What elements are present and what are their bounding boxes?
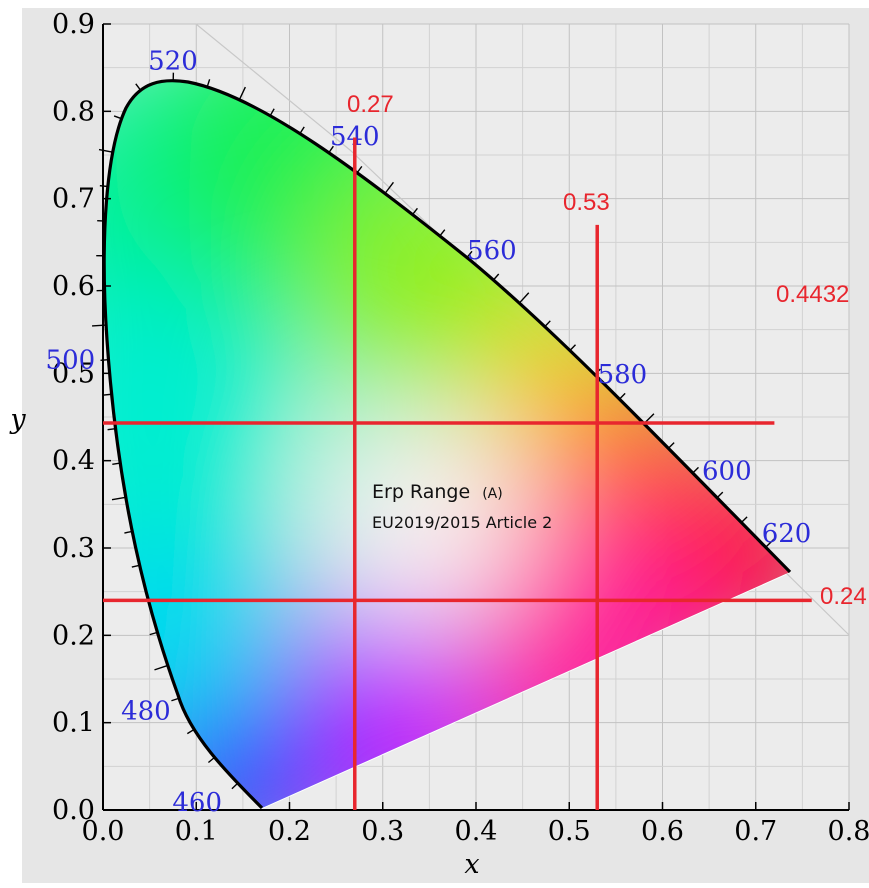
x-tick-label: 0.3 (361, 816, 404, 847)
erp-range-text: Erp Range (372, 481, 470, 503)
wavelength-label: 500 (46, 345, 96, 375)
threshold-label: 0.24 (820, 583, 867, 610)
x-axis-title: x (464, 849, 479, 880)
x-tick-label: 0.4 (455, 816, 498, 847)
y-tick-label: 0.1 (52, 708, 95, 739)
y-tick-label: 0.9 (52, 9, 95, 40)
locus-tick (108, 429, 116, 430)
y-tick-label: 0.6 (52, 271, 95, 302)
y-axis-title: y (9, 404, 26, 435)
locus-tick (104, 394, 112, 395)
x-tick-label: 0.5 (548, 816, 591, 847)
y-tick-label: 0.8 (52, 96, 95, 127)
y-tick-label: 0.3 (52, 533, 95, 564)
threshold-label: 0.53 (563, 189, 610, 216)
x-tick-label: 0.2 (268, 816, 311, 847)
locus-tick (100, 360, 108, 361)
erp-article-label: EU2019/2015 Article 2 (372, 513, 552, 532)
y-tick-label: 0.7 (52, 184, 95, 215)
x-tick-label: 0.6 (641, 816, 684, 847)
wavelength-label: 560 (467, 236, 517, 266)
wavelength-label: 620 (762, 519, 812, 549)
threshold-label: 0.27 (347, 91, 394, 118)
x-tick-label: 0.8 (828, 816, 869, 847)
wavelength-label: 580 (598, 360, 648, 390)
wavelength-label: 520 (148, 47, 198, 77)
y-tick-label: 0.2 (52, 620, 95, 651)
y-tick-label: 0.0 (52, 795, 95, 826)
x-tick-label: 0.1 (175, 816, 218, 847)
threshold-label: 0.4432 (776, 281, 849, 308)
x-tick-label: 0.7 (734, 816, 777, 847)
wavelength-label: 480 (121, 696, 171, 726)
wavelength-label: 460 (172, 788, 222, 818)
y-tick-label: 0.4 (52, 446, 95, 477)
wavelength-label: 600 (702, 456, 752, 486)
erp-range-suffix: (A) (482, 486, 503, 502)
